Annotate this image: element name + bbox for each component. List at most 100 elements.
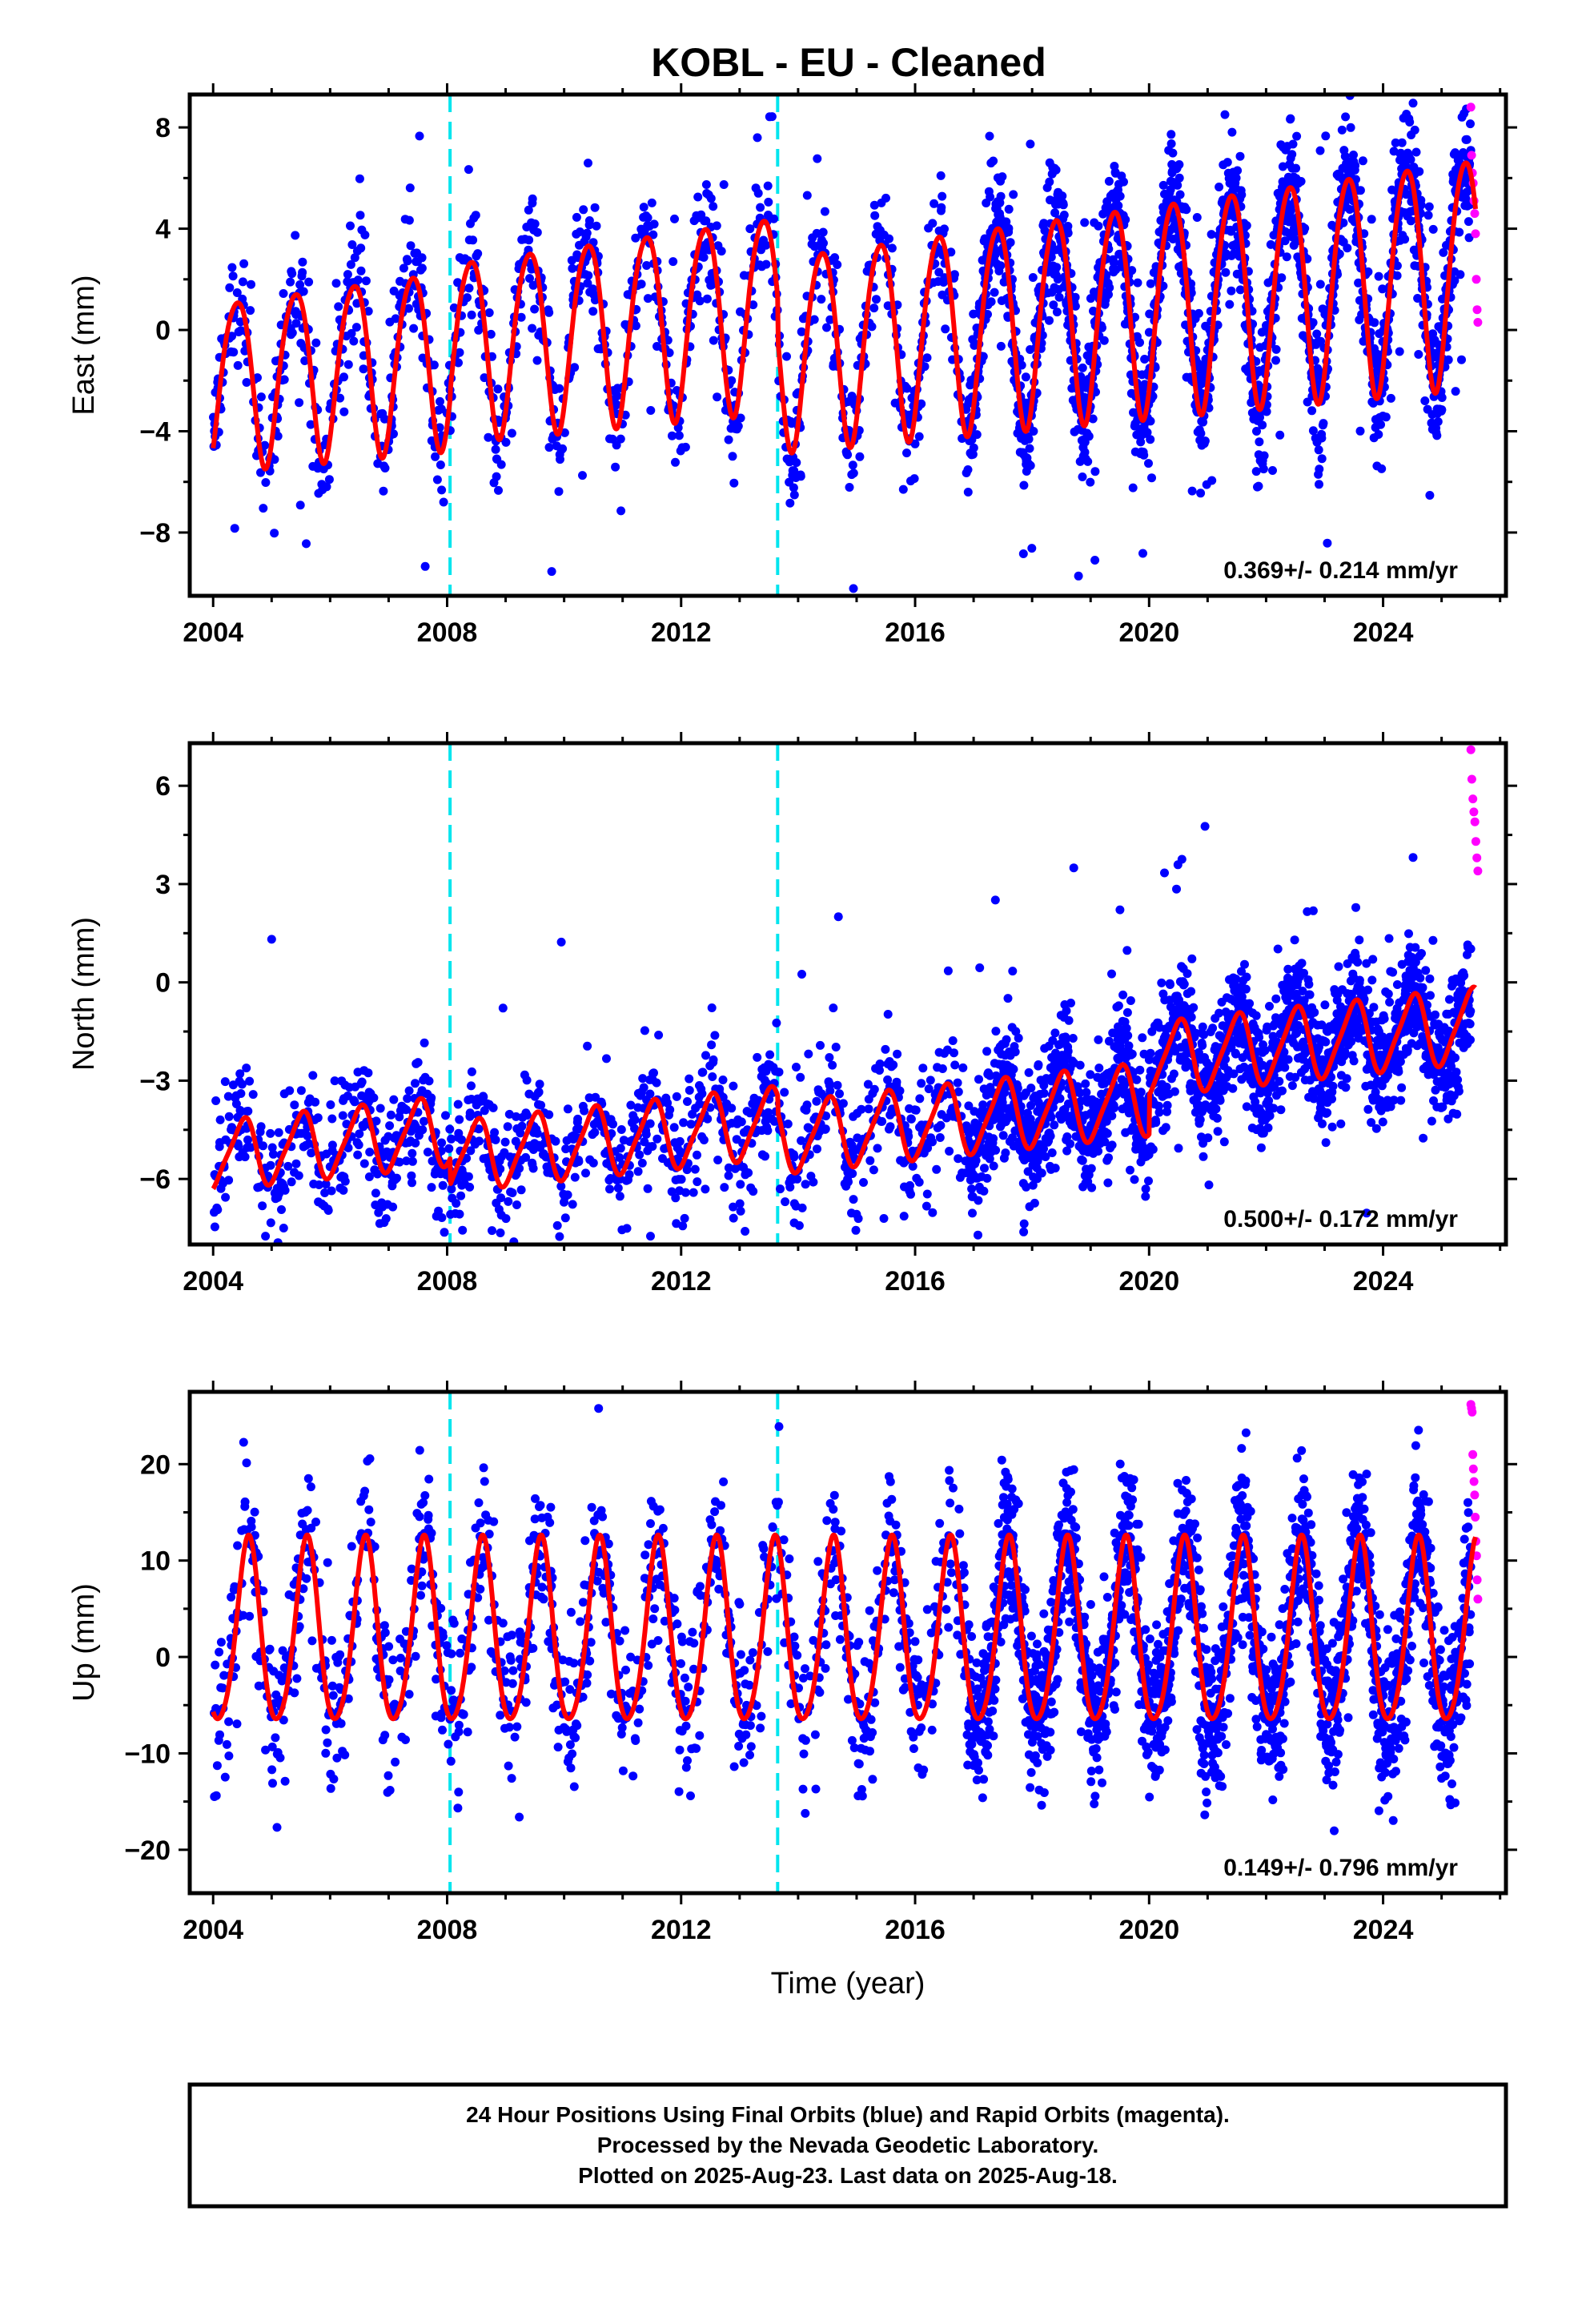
data-point: [979, 1186, 989, 1196]
data-point: [975, 963, 985, 972]
data-point: [307, 1148, 316, 1158]
data-point: [616, 1144, 625, 1153]
data-point: [789, 483, 798, 493]
data-point: [1082, 1088, 1091, 1097]
data-point: [875, 1059, 885, 1068]
data-point: [573, 1114, 583, 1124]
data-point: [968, 1208, 977, 1218]
data-point: [1425, 491, 1435, 500]
data-point: [491, 1135, 500, 1144]
data-point: [528, 1164, 538, 1173]
data-point: [685, 1086, 694, 1095]
data-point: [1355, 186, 1365, 195]
data-point: [432, 475, 442, 485]
data-point: [679, 1118, 689, 1128]
data-point: [683, 1097, 692, 1106]
data-point: [855, 452, 865, 461]
data-point: [1144, 1055, 1154, 1064]
data-point: [1292, 131, 1302, 141]
data-point: [521, 1152, 531, 1162]
data-point: [663, 1098, 673, 1108]
data-point: [928, 1137, 937, 1147]
data-point: [669, 257, 678, 267]
data-point: [1147, 473, 1156, 483]
data-point: [343, 270, 352, 279]
data-point: [1255, 437, 1264, 447]
data-point: [231, 1100, 241, 1108]
data-point: [580, 1106, 589, 1116]
data-point: [554, 487, 564, 497]
data-point: [985, 1154, 994, 1164]
data-point: [883, 1010, 893, 1019]
data-point: [630, 1124, 639, 1133]
data-point: [673, 607, 681, 616]
data-point: [936, 171, 946, 180]
data-point: [1346, 123, 1355, 132]
data-point: [972, 430, 982, 440]
data-point: [921, 1201, 931, 1211]
data-point: [449, 303, 459, 312]
data-point: [978, 1100, 988, 1110]
data-point: [1207, 230, 1216, 239]
data-point: [493, 384, 503, 394]
data-point: [645, 1089, 655, 1099]
data-point: [1386, 393, 1395, 403]
data-point: [781, 1197, 790, 1207]
data-point: [1086, 1070, 1095, 1080]
data-point: [1259, 451, 1269, 460]
data-point: [259, 504, 268, 513]
data-point: [843, 450, 853, 460]
data-point: [436, 396, 444, 406]
data-point: [693, 1150, 701, 1160]
data-point: [239, 259, 249, 268]
data-point: [304, 277, 314, 287]
data-point: [718, 1076, 728, 1084]
data-point: [996, 1111, 1006, 1120]
data-point: [937, 203, 946, 212]
data-point: [1078, 1156, 1087, 1165]
data-point: [1451, 387, 1460, 396]
data-point: [1039, 1144, 1048, 1153]
data-point: [701, 1184, 710, 1194]
y-tick-label: 8: [155, 113, 171, 143]
data-point: [1081, 1079, 1090, 1088]
data-point: [1259, 464, 1268, 474]
data-point: [954, 1154, 963, 1164]
data-point: [695, 296, 705, 306]
data-point: [456, 1191, 466, 1200]
data-point: [331, 279, 341, 288]
data-point: [1231, 173, 1241, 183]
data-point: [237, 1080, 247, 1089]
data-point: [1000, 1088, 1010, 1097]
data-point: [681, 1188, 690, 1197]
data-point: [558, 444, 568, 453]
data-point: [1182, 205, 1191, 215]
data-point: [1174, 160, 1184, 169]
data-point: [568, 1200, 577, 1209]
data-point: [805, 1124, 814, 1133]
data-point: [1103, 1178, 1113, 1188]
data-point: [991, 1027, 1001, 1036]
data-point: [488, 1103, 498, 1112]
data-point: [245, 1076, 255, 1086]
data-point: [642, 261, 652, 270]
data-point: [1317, 433, 1327, 443]
data-point: [736, 1180, 745, 1189]
data-point: [530, 304, 540, 314]
data-point: [1041, 1152, 1050, 1161]
data-point: [574, 1157, 584, 1166]
data-point: [1009, 190, 1018, 199]
data-point: [1319, 419, 1328, 428]
data-point: [853, 1214, 863, 1224]
data-point: [457, 1135, 466, 1144]
data-point: [295, 398, 304, 408]
data-point: [1050, 1164, 1060, 1173]
data-point: [1080, 218, 1090, 227]
data-point: [266, 1128, 275, 1138]
data-point: [709, 336, 718, 345]
data-point: [555, 384, 564, 393]
data-point: [1256, 635, 1265, 644]
data-point: [1050, 1120, 1059, 1130]
data-point: [821, 1124, 830, 1134]
data-point: [439, 497, 448, 507]
